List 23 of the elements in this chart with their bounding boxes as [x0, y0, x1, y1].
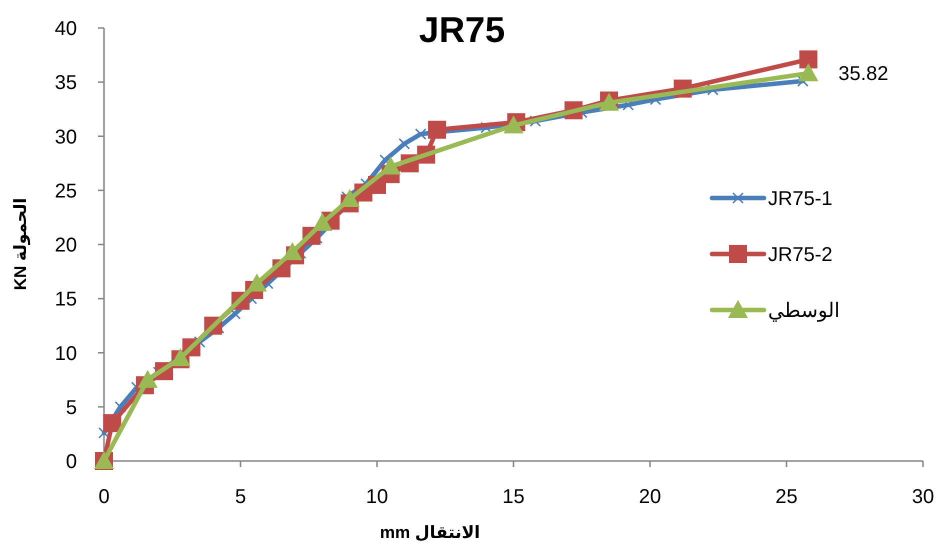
y-tick-label: 20	[54, 234, 77, 256]
legend-label: JR75-2	[768, 244, 832, 266]
y-tick-label: 0	[66, 451, 77, 473]
legend-label: JR75-1	[768, 188, 832, 210]
annotation: 35.82	[838, 63, 888, 86]
y-tick-label: 5	[66, 396, 77, 419]
y-tick-label: 30	[54, 126, 77, 148]
x-tick-label: 0	[98, 486, 110, 508]
y-tick-label: 15	[54, 288, 77, 311]
x-tick-label: 25	[775, 486, 798, 508]
y-axis-title: KN الحمولة	[11, 198, 31, 290]
x-tick-label: 15	[502, 486, 525, 508]
chart-title: JR75	[418, 9, 506, 50]
x-axis-title: mm الانتقال	[380, 523, 480, 542]
y-tick-label: 10	[54, 342, 77, 365]
x-tick-label: 20	[638, 486, 662, 508]
legend-label: الوسطي	[768, 300, 840, 322]
x-tick-label: 10	[366, 486, 388, 508]
x-tick-label: 5	[234, 486, 246, 508]
y-tick-label: 40	[54, 18, 77, 40]
y-tick-label: 25	[54, 180, 77, 202]
x-tick-label: 30	[912, 486, 934, 508]
y-tick-label: 35	[54, 72, 77, 94]
